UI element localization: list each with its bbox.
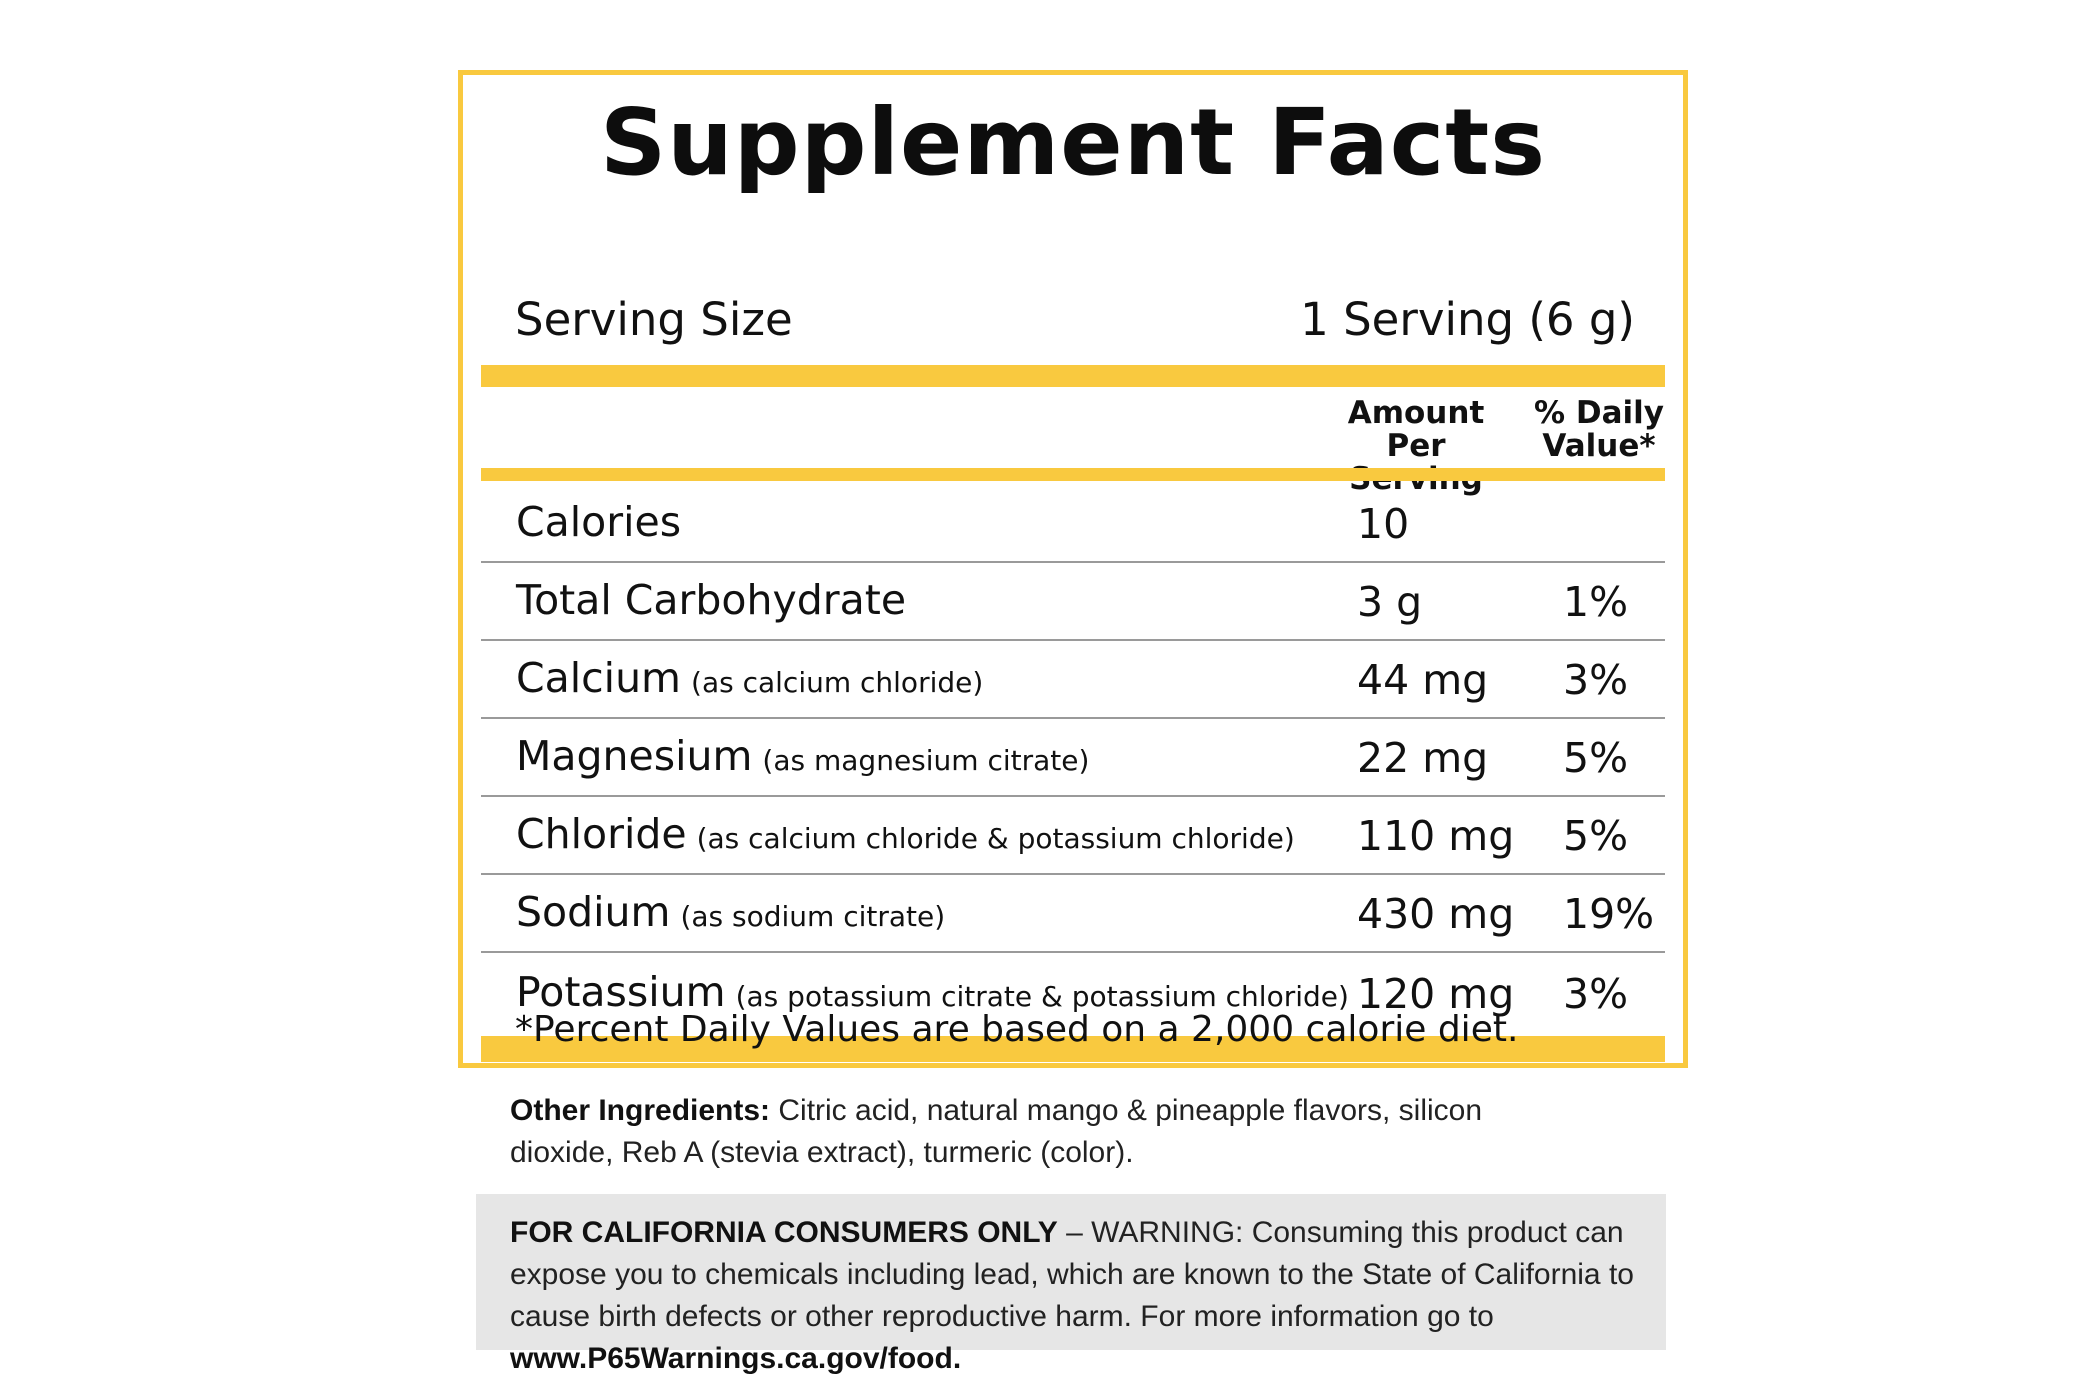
nutrient-source: (as calcium chloride): [691, 666, 984, 699]
warning-text: – WARNING: Consuming this product can ex…: [510, 1216, 1634, 1333]
thick-divider-bottom: [481, 1036, 1665, 1062]
medium-divider: [481, 468, 1665, 481]
other-ingredients: Other Ingredients: Citric acid, natural …: [510, 1090, 1540, 1174]
nutrient-amount: 120 mg: [1357, 970, 1515, 1018]
supplement-facts-panel: Supplement Facts Serving Size 1 Serving …: [458, 70, 1688, 1068]
other-ingredients-label: Other Ingredients:: [510, 1094, 771, 1127]
nutrient-amount: 44 mg: [1357, 656, 1489, 704]
serving-size-row: Serving Size 1 Serving (6 g): [515, 297, 1635, 342]
nutrient-daily-value: 5%: [1563, 734, 1629, 782]
nutrient-name: Sodium (as sodium citrate): [516, 892, 945, 933]
nutrient-amount: 22 mg: [1357, 734, 1489, 782]
nutrient-label: Total Carbohydrate: [516, 576, 907, 624]
dv-header-line1: % Daily: [1534, 395, 1664, 431]
nutrient-name: Calcium (as calcium chloride): [516, 658, 983, 699]
nutrient-source: (as sodium citrate): [680, 900, 946, 933]
panel-title: Supplement Facts: [600, 89, 1546, 196]
nutrient-label: Magnesium: [516, 732, 753, 780]
nutrient-daily-value: 3%: [1563, 656, 1629, 704]
prop65-warning: FOR CALIFORNIA CONSUMERS ONLY – WARNING:…: [476, 1194, 1666, 1375]
warning-heading: FOR CALIFORNIA CONSUMERS ONLY: [510, 1216, 1058, 1249]
daily-value-footnote: *Percent Daily Values are based on a 2,0…: [515, 1009, 1519, 1050]
nutrient-amount: 10: [1357, 500, 1410, 548]
nutrient-row-calcium: Calcium (as calcium chloride) 44 mg 3%: [481, 641, 1665, 719]
nutrient-daily-value: 3%: [1563, 970, 1629, 1018]
nutrient-name: Magnesium (as magnesium citrate): [516, 736, 1089, 777]
nutrient-name: Chloride (as calcium chloride & potassium…: [516, 814, 1295, 855]
amount-header-line1: Amount: [1347, 395, 1485, 431]
nutrient-row-potassium: Potassium (as potassium citrate & potassi…: [481, 953, 1665, 1031]
nutrient-amount: 3 g: [1357, 578, 1423, 626]
nutrient-amount: 110 mg: [1357, 812, 1515, 860]
nutrient-daily-value: 19%: [1563, 890, 1655, 938]
nutrient-label: Sodium: [516, 888, 671, 936]
nutrient-daily-value: 5%: [1563, 812, 1629, 860]
amount-per-serving-header: Amount Per Serving: [1321, 397, 1511, 496]
nutrient-row-total-carbohydrate: Total Carbohydrate 3 g 1%: [481, 563, 1665, 641]
serving-size-value: 1 Serving (6 g): [1300, 293, 1635, 346]
nutrient-name: Potassium (as potassium citrate & potassi…: [516, 972, 1349, 1013]
nutrient-daily-value: 1%: [1563, 578, 1629, 626]
nutrient-label: Calories: [516, 498, 682, 546]
nutrient-source: (as magnesium citrate): [762, 744, 1090, 777]
thick-divider-top: [481, 365, 1665, 387]
nutrient-row-sodium: Sodium (as sodium citrate) 430 mg 19%: [481, 875, 1665, 953]
nutrient-source: (as potassium citrate & potassium chlori…: [735, 980, 1349, 1013]
nutrient-row-calories: Calories 10: [481, 485, 1665, 563]
nutrient-label: Potassium: [516, 968, 726, 1016]
nutrient-name: Calories: [516, 502, 691, 543]
nutrient-label: Chloride: [516, 810, 687, 858]
nutrient-row-chloride: Chloride (as calcium chloride & potassium…: [481, 797, 1665, 875]
nutrient-source: (as calcium chloride & potassium chlorid…: [696, 822, 1295, 855]
nutrient-name: Total Carbohydrate: [516, 580, 916, 621]
nutrient-label: Calcium: [516, 654, 682, 702]
other-ingredients-text: Citric acid, natural mango & pineapple f…: [510, 1094, 1483, 1169]
nutrient-amount: 430 mg: [1357, 890, 1515, 938]
dv-header-line2: Value*: [1542, 428, 1656, 464]
serving-size-label: Serving Size: [515, 293, 793, 346]
nutrient-row-magnesium: Magnesium (as magnesium citrate) 22 mg 5%: [481, 719, 1665, 797]
warning-link[interactable]: www.P65Warnings.ca.gov/food.: [510, 1342, 962, 1375]
daily-value-header: % Daily Value*: [1529, 397, 1669, 463]
